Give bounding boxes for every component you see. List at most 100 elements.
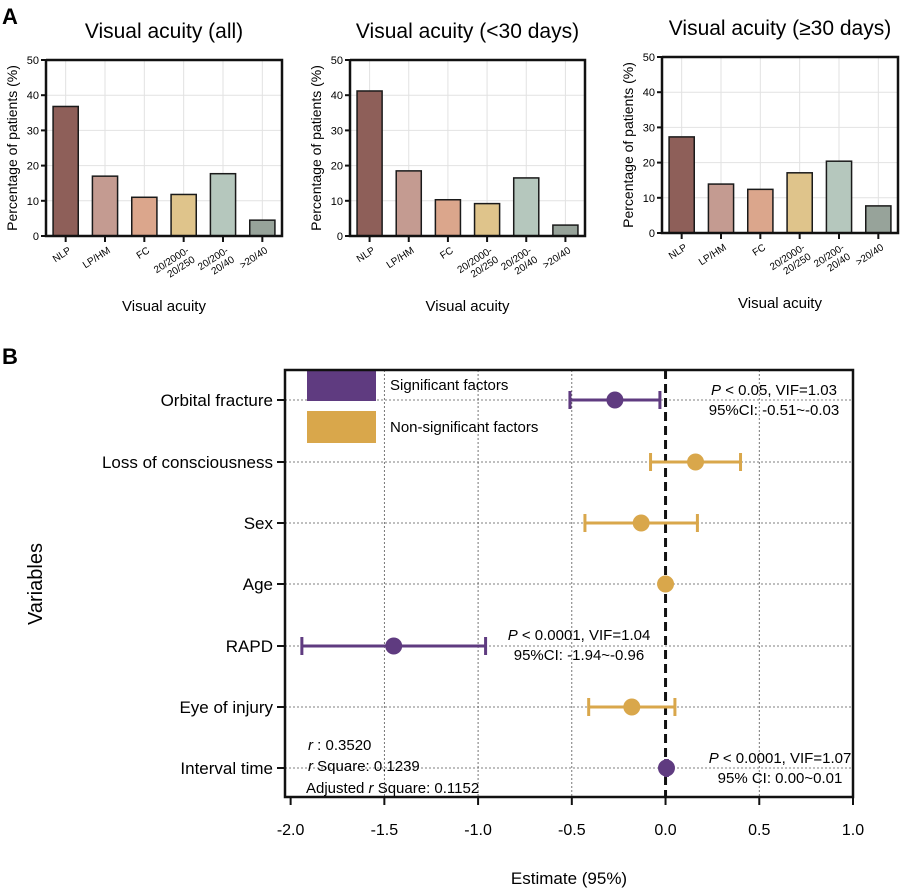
x-tick-label: NLP — [667, 242, 690, 262]
p-symbol: P — [508, 627, 518, 644]
r-symbol: r — [369, 780, 375, 797]
y-tick-label: 30 — [27, 125, 39, 137]
row-label: Orbital fracture — [161, 391, 273, 410]
forest-plot: Significant factors Non-significant facto… — [25, 368, 864, 888]
x-tick-label: LP/HM — [385, 245, 417, 271]
bar — [248, 219, 276, 237]
axis-frame — [660, 55, 900, 235]
forest-row: Age — [243, 575, 675, 594]
y-tick-label: 0 — [649, 228, 655, 240]
forest-row: Eye of injury — [179, 698, 677, 717]
x-tick-label: -1.0 — [464, 822, 492, 839]
adjusted-prefix: Adjusted — [306, 780, 369, 797]
p-symbol: P — [709, 750, 719, 767]
y-tick-label: 30 — [643, 122, 655, 134]
y-axis-label: Percentage of patients (%) — [620, 62, 636, 228]
r-symbol: r — [308, 758, 314, 775]
y-tick-label: 40 — [27, 90, 39, 102]
x-tick-label: FC — [135, 245, 152, 261]
x-axis-label: Visual acuity — [738, 295, 822, 312]
estimate-point — [657, 759, 675, 777]
x-tick-label: >20/40 — [541, 245, 573, 271]
p-text: < 0.0001, VIF=1.07 — [719, 750, 852, 767]
forest-row: Loss of consciousness — [102, 453, 743, 472]
p-text: < 0.05, VIF=1.03 — [721, 382, 837, 399]
x-tick-label-line: FC — [751, 242, 768, 258]
bar — [864, 205, 892, 234]
x-tick-label: >20/40 — [238, 245, 270, 271]
bar — [52, 105, 80, 237]
x-tick-label-line: NLP — [667, 242, 690, 262]
annotation-ci: 95%CI: -0.51~-0.03 — [709, 402, 840, 419]
estimate-point — [632, 514, 650, 532]
x-tick-label: 20/200-20/40 — [196, 245, 237, 282]
bar — [209, 172, 237, 237]
annotation-p-value: P < 0.0001, VIF=1.07 — [709, 750, 852, 767]
chart-title: Visual acuity (<30 days) — [356, 20, 579, 43]
x-tick-label: FC — [438, 245, 455, 261]
row-label: RAPD — [226, 637, 273, 656]
annotation-p-value: P < 0.05, VIF=1.03 — [711, 382, 837, 399]
x-tick-label: NLP — [355, 245, 378, 265]
row-label: Eye of injury — [179, 698, 273, 717]
estimate-point — [657, 575, 675, 593]
estimate-point — [623, 698, 641, 716]
row-label: Age — [243, 575, 273, 594]
x-tick-label-line: NLP — [355, 245, 378, 265]
bar — [746, 188, 774, 234]
estimate-point — [385, 637, 403, 655]
bar — [130, 196, 158, 237]
panel-label-a: A — [2, 4, 18, 29]
x-tick-label: -2.0 — [277, 822, 305, 839]
annotation-ci: 95%CI: -1.94~-0.96 — [514, 647, 645, 664]
stat-adjusted-r-square: Adjusted r Square: 0.1152 — [306, 780, 479, 797]
y-tick-label: 50 — [643, 52, 655, 64]
row-label: Sex — [244, 514, 274, 533]
x-tick-label-line: >20/40 — [854, 242, 886, 268]
forest-row: Orbital fracture P < 0.05, VIF=1.03 95%CI:… — [161, 382, 840, 419]
bar — [786, 172, 814, 234]
bar-chart-2: 0 10 20 30 40 50 NLP LP/HM FC 20/2000-20/25020/20… — [308, 20, 587, 315]
forest-row: Sex — [244, 514, 699, 533]
y-tick-label: 0 — [337, 231, 343, 243]
bar — [707, 183, 735, 234]
y-tick-label: 50 — [331, 55, 343, 67]
y-tick-label: 0 — [33, 231, 39, 243]
x-tick-label: LP/HM — [697, 242, 729, 268]
x-tick-label: NLP — [51, 245, 74, 265]
forest-row: Interval time P < 0.0001, VIF=1.07 95% CI:… — [180, 750, 851, 787]
bar — [512, 177, 540, 237]
y-axis-label: Variables — [25, 543, 47, 625]
bar — [668, 136, 696, 234]
annotation-p-value: P < 0.0001, VIF=1.04 — [508, 627, 651, 644]
bar — [473, 202, 501, 237]
forest-row: RAPD P < 0.0001, VIF=1.04 95%CI: -1.94~-0.… — [226, 627, 651, 664]
y-tick-label: 30 — [331, 125, 343, 137]
x-tick-label-line: LP/HM — [697, 242, 729, 268]
y-tick-label: 10 — [331, 196, 343, 208]
x-tick-label-line: >20/40 — [238, 245, 270, 271]
y-axis-label: Percentage of patients (%) — [308, 65, 324, 231]
x-axis-label: Estimate (95%) — [511, 869, 627, 888]
y-tick-label: 20 — [331, 161, 343, 173]
x-tick-label: 0.0 — [654, 822, 676, 839]
bar — [825, 160, 853, 234]
y-tick-label: 20 — [643, 158, 655, 170]
bar — [170, 193, 198, 237]
bar — [395, 170, 423, 237]
row-label: Loss of consciousness — [102, 453, 273, 472]
legend-swatch — [307, 369, 376, 401]
row-label: Interval time — [180, 759, 273, 778]
x-tick-label-line: NLP — [51, 245, 74, 265]
bar — [434, 198, 462, 237]
x-tick-label-line: LP/HM — [385, 245, 417, 271]
legend-label: Significant factors — [390, 377, 508, 394]
bar — [91, 175, 119, 237]
legend-label: Non-significant factors — [390, 419, 538, 436]
chart-title: Visual acuity (all) — [85, 20, 243, 43]
y-tick-label: 50 — [27, 55, 39, 67]
x-tick-label: 20/2000-20/250 — [456, 245, 501, 285]
r-value: : 0.3520 — [313, 737, 371, 754]
y-tick-label: 10 — [27, 196, 39, 208]
